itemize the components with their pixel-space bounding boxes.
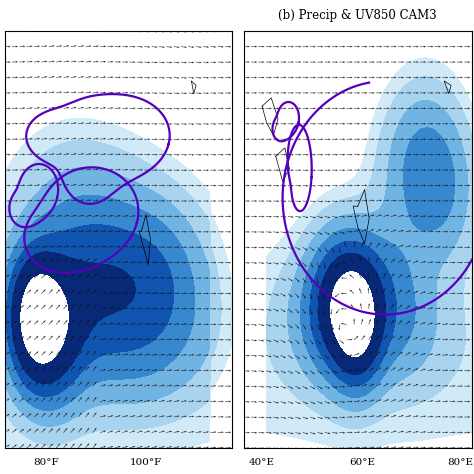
Text: 60°E: 60°E	[349, 458, 375, 467]
Text: 80°F: 80°F	[33, 458, 59, 467]
Text: 80°E: 80°E	[447, 458, 473, 467]
Text: 40°E: 40°E	[249, 458, 275, 467]
Text: (b) Precip & UV850 CAM3: (b) Precip & UV850 CAM3	[278, 9, 437, 22]
Text: 100°F: 100°F	[130, 458, 162, 467]
